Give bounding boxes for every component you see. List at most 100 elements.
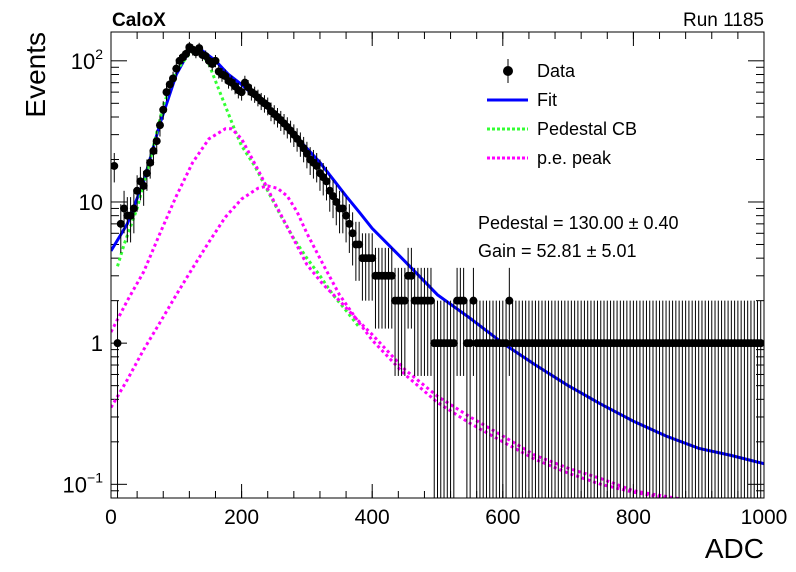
data-point	[312, 152, 321, 183]
data-point	[126, 197, 135, 243]
data-point	[348, 212, 357, 266]
x-tick-label: 0	[105, 506, 117, 529]
run-label: Run 1185	[683, 10, 764, 31]
data-marker	[348, 229, 357, 238]
data-marker	[111, 161, 119, 170]
data-point	[111, 152, 119, 183]
x-tick-label: 400	[355, 506, 390, 529]
data-marker	[312, 161, 321, 170]
data-point	[155, 115, 164, 137]
data-marker	[155, 121, 164, 130]
data-point	[502, 300, 511, 498]
data-point	[466, 300, 475, 498]
data-marker	[338, 204, 347, 213]
data-point	[211, 54, 220, 68]
data-marker	[426, 296, 435, 305]
data-marker	[172, 64, 181, 73]
data-marker	[211, 56, 220, 65]
x-tick-label: 1000	[741, 506, 788, 529]
data-point	[139, 170, 148, 206]
data-marker	[469, 296, 478, 305]
legend-marker	[503, 66, 513, 76]
data-marker	[152, 137, 161, 146]
data-point	[116, 204, 125, 253]
pedestal-annotation: Pedestal = 130.00 ± 0.40	[478, 213, 679, 233]
chart-title: CaloX	[112, 10, 166, 31]
data-marker	[142, 169, 151, 178]
data-point	[322, 166, 331, 201]
data-point	[407, 247, 416, 329]
data-marker	[407, 271, 416, 280]
data-marker	[139, 181, 148, 190]
data-point	[149, 139, 158, 166]
data-point	[449, 300, 458, 498]
data-point	[505, 267, 514, 376]
data-marker	[459, 296, 468, 305]
data-marker	[165, 80, 174, 89]
data-marker	[182, 49, 191, 58]
data-point	[329, 179, 338, 219]
y-tick-label: 1	[91, 331, 103, 356]
data-point	[120, 190, 129, 234]
data-point	[113, 300, 122, 498]
data-point	[332, 185, 341, 226]
data-point	[146, 149, 155, 179]
x-tick-labels: 0 200 400 600 800 1000	[105, 506, 787, 529]
data-point	[756, 300, 764, 498]
legend: Data Fit Pedestal CB p.e. peak	[487, 59, 637, 168]
data-point	[400, 267, 409, 376]
y-tick-exponent: 2	[95, 46, 103, 62]
data-point	[459, 267, 468, 376]
data-marker	[129, 204, 138, 213]
y-tick-base: 10	[71, 49, 95, 74]
data-point	[355, 221, 364, 281]
data-marker	[355, 240, 364, 249]
legend-label: p.e. peak	[537, 148, 612, 168]
data-point	[182, 48, 191, 60]
legend-label: Fit	[537, 90, 557, 110]
data-marker	[756, 339, 764, 348]
data-points	[111, 41, 764, 498]
data-marker	[466, 339, 475, 348]
data-point	[338, 190, 347, 234]
data-point	[195, 42, 204, 54]
y-tick-base: 10	[63, 472, 87, 497]
legend-label: Data	[537, 61, 576, 81]
plot-frame	[110, 31, 765, 499]
x-tick-label: 600	[485, 506, 520, 529]
data-marker	[322, 177, 331, 186]
data-marker	[368, 254, 377, 263]
y-axis-label: Events	[20, 32, 51, 118]
data-marker	[169, 74, 178, 83]
y-tick-exponent: −1	[87, 469, 103, 485]
data-point	[293, 128, 302, 152]
data-marker	[195, 44, 204, 53]
data-point	[162, 84, 171, 101]
data-marker	[113, 339, 122, 348]
data-marker	[387, 271, 396, 280]
data-marker	[505, 296, 514, 305]
data-point	[169, 71, 178, 86]
data-point	[172, 62, 181, 76]
y-tick-label: 10	[79, 190, 103, 215]
legend-entry-p-e-peak: p.e. peak	[487, 148, 612, 168]
data-marker	[345, 219, 354, 228]
x-tick-label: 800	[616, 506, 651, 529]
data-point	[368, 233, 377, 301]
x-tick-label: 200	[224, 506, 259, 529]
data-marker	[237, 88, 246, 97]
data-marker	[162, 88, 171, 97]
x-axis-label: ADC	[705, 533, 764, 564]
data-point	[159, 101, 168, 120]
legend-entry-fit: Fit	[487, 90, 557, 110]
data-point	[469, 267, 478, 376]
legend-entry-data: Data	[503, 59, 576, 83]
data-point	[345, 204, 354, 253]
data-marker	[342, 211, 351, 220]
data-marker	[116, 219, 125, 228]
data-marker	[449, 339, 458, 348]
data-point	[387, 247, 396, 329]
data-marker	[146, 158, 155, 167]
